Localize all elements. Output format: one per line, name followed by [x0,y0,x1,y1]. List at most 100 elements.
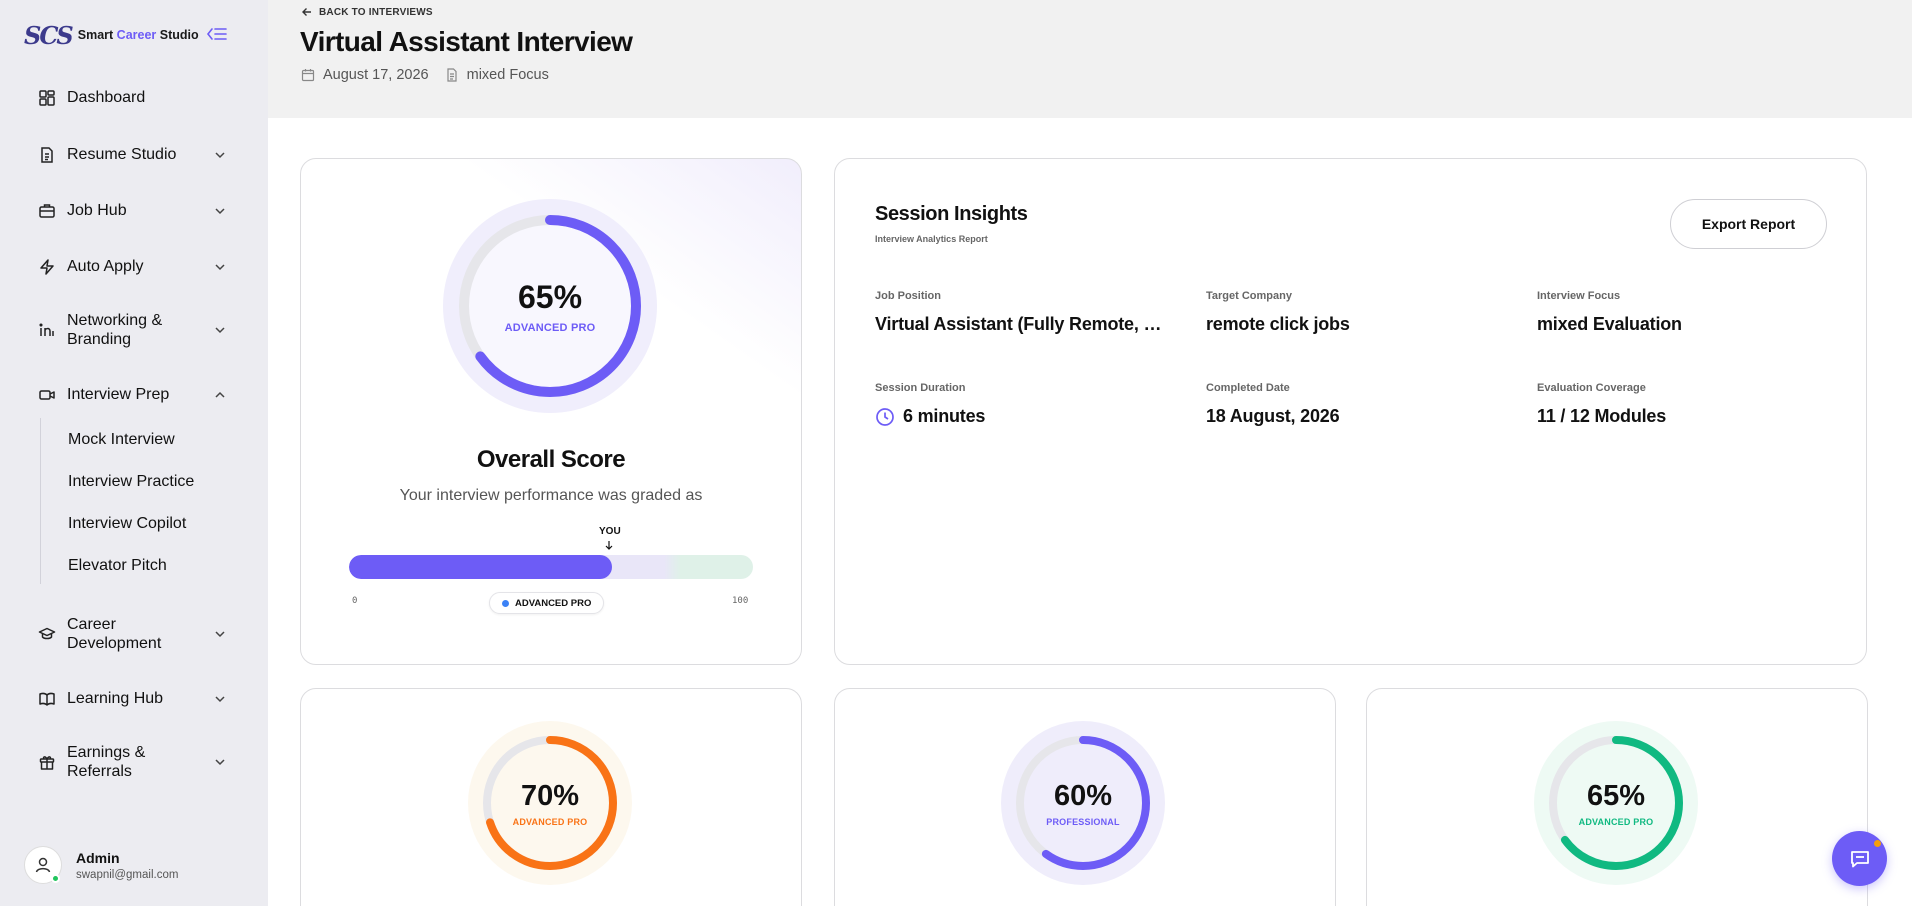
chevron-down-icon [215,695,225,702]
sidebar-item-earnings-referrals[interactable]: Earnings & Referrals [38,743,228,781]
sidebar-item-learning-hub[interactable]: Learning Hub [38,689,228,708]
submenu-guide-line [40,418,41,584]
user-name: Admin [76,849,120,866]
clock-icon [876,408,894,426]
sidebar-subitem-interview-practice[interactable]: Interview Practice [68,473,195,490]
sidebar-item-label: Networking & Branding [67,312,163,348]
field-value-interview-focus: mixed Evaluation [1537,314,1682,334]
sidebar-item-label: Resume Studio [67,146,177,163]
sidebar-subitem-interview-copilot[interactable]: Interview Copilot [68,515,187,532]
sidebar-item-job-hub[interactable]: Job Hub [38,201,228,220]
video-icon [39,389,55,400]
book-icon [39,692,55,706]
overall-score-percent: 65% [517,278,583,315]
level-legend-pill: ADVANCED PRO [489,592,605,614]
category-score-percent: 70% [520,779,580,812]
score-ring-graphic [443,199,657,413]
field-value-job-position: Virtual Assistant (Fully Remote, Flexibl… [875,314,1165,334]
field-value-completed-date: 18 August, 2026 [1206,406,1340,426]
score-level-bar-fill [349,555,612,579]
brand-mark: SCS [24,20,74,50]
sidebar-item-label: Learning Hub [67,690,164,707]
overall-score-ring: 65% ADVANCED PRO [443,199,657,413]
interview-focus: mixed Focus [466,67,549,83]
brand-name: Smart Career Studio [77,28,199,42]
avatar [24,846,62,884]
collapse-sidebar-icon[interactable] [206,24,228,44]
overall-score-card: 65% ADVANCED PRO Overall Score Your inte… [300,158,802,665]
chat-support-button[interactable] [1832,831,1887,886]
insights-title: Session Insights [875,203,1028,225]
sidebar: SCS Smart Career Studio Dashboard Resume… [0,0,268,906]
category-score-percent: 60% [1053,779,1113,812]
field-label-target-company: Target Company [1206,290,1292,302]
interview-meta: August 17, 2026 mixed Focus [301,67,549,83]
graduation-cap-icon [38,627,56,640]
category-score-percent: 65% [1586,779,1646,812]
grid-icon [39,89,55,106]
field-label-interview-focus: Interview Focus [1537,290,1621,302]
score-ring-graphic [1001,721,1165,885]
back-to-interviews-link[interactable]: BACK TO INTERVIEWS [301,6,433,18]
level-dot [502,599,509,607]
category-score-card-1: 70% ADVANCED PRO [300,688,802,906]
score-bar-max: 100 [732,596,749,606]
sidebar-item-networking-branding[interactable]: Networking & Branding [38,311,228,349]
document-icon [447,68,457,82]
category-score-card-2: 60% PROFESSIONAL [834,688,1336,906]
sidebar-item-label: Auto Apply [67,258,144,275]
category-score-ring: 60% PROFESSIONAL [1001,721,1165,885]
category-score-ring: 65% ADVANCED PRO [1534,721,1698,885]
document-icon [41,146,53,163]
calendar-icon [301,69,315,82]
score-level-bar [349,555,753,579]
field-value-target-company: remote click jobs [1206,314,1350,334]
sidebar-item-auto-apply[interactable]: Auto Apply [38,257,228,276]
field-label-completed-date: Completed Date [1206,382,1290,394]
sidebar-item-career-development[interactable]: Career Development [38,615,228,653]
gift-icon [39,756,55,770]
session-insights-card: Session Insights Interview Analytics Rep… [834,158,1867,665]
field-value-evaluation-coverage: 11 / 12 Modules [1537,406,1667,426]
chat-bubble-icon [1850,850,1869,867]
sidebar-item-label: Job Hub [67,202,127,219]
arrow-left-icon [302,8,311,16]
lightning-icon [40,258,54,275]
category-score-level: PROFESSIONAL [1046,816,1120,827]
chevron-down-icon [215,151,225,158]
score-bar-min: 0 [352,596,358,606]
sidebar-item-label: Career Development [67,616,162,652]
score-ring-graphic [1534,721,1698,885]
field-value-session-duration: 6 minutes [903,406,986,426]
page-title: Virtual Assistant Interview [300,26,633,57]
sidebar-subitem-elevator-pitch[interactable]: Elevator Pitch [68,557,167,574]
sidebar-item-label: Dashboard [67,89,146,106]
export-report-button[interactable]: Export Report [1670,199,1827,249]
briefcase-icon [39,203,55,218]
main-content: 65% ADVANCED PRO Overall Score Your inte… [268,118,1912,906]
score-ring-graphic [468,721,632,885]
user-profile[interactable]: Admin swapnil@gmail.com [24,846,178,884]
chevron-down-icon [215,207,225,214]
chevron-down-icon [215,263,225,270]
sidebar-item-interview-prep[interactable]: Interview Prep [38,385,228,404]
category-score-level: ADVANCED PRO [1578,816,1654,827]
chevron-down-icon [215,631,225,638]
chevron-up-icon [215,391,225,398]
notification-dot [1874,840,1881,847]
category-score-ring: 70% ADVANCED PRO [468,721,632,885]
category-score-card-3: 65% ADVANCED PRO [1366,688,1868,906]
chevron-down-icon [215,759,225,766]
overall-score-subtitle: Your interview performance was graded as [399,487,703,504]
interview-date: August 17, 2026 [323,67,429,83]
sidebar-subitem-mock-interview[interactable]: Mock Interview [68,431,175,448]
field-label-job-position: Job Position [875,290,941,302]
sidebar-item-resume-studio[interactable]: Resume Studio [38,145,228,164]
brand-logo[interactable]: SCS Smart Career Studio [24,20,199,50]
online-status-dot [51,874,60,883]
field-label-session-duration: Session Duration [875,382,966,394]
sidebar-item-label: Earnings & Referrals [67,744,146,780]
chevron-down-icon [215,327,225,334]
overall-score-level: ADVANCED PRO [504,321,596,334]
sidebar-item-dashboard[interactable]: Dashboard [38,88,228,107]
